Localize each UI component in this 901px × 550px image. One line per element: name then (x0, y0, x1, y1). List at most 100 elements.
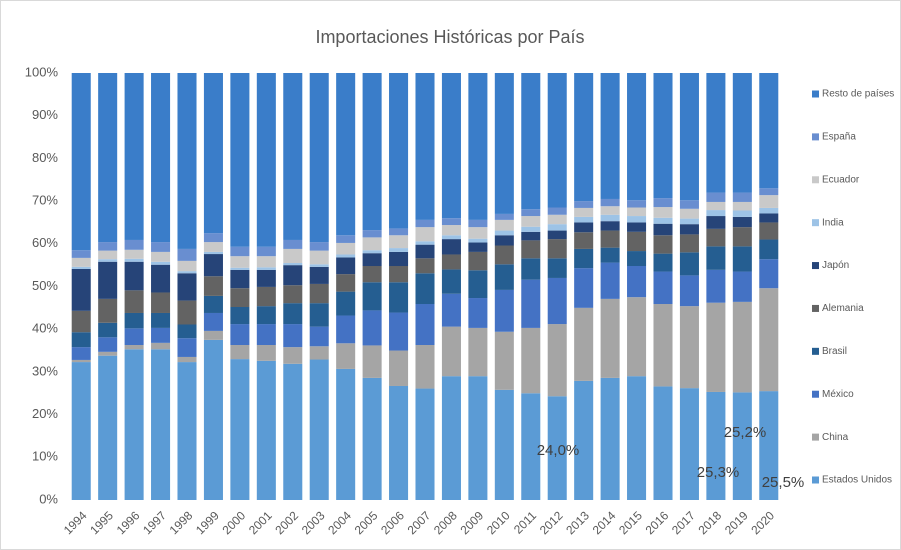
bar-segment (415, 241, 435, 245)
bar-segment (494, 73, 514, 214)
bar-segment (468, 242, 488, 252)
legend-label: Brasil (822, 346, 847, 357)
bar-segment (151, 312, 171, 328)
bar-segment (759, 239, 779, 260)
bar-segment (230, 267, 250, 270)
y-tick-label: 40% (32, 321, 58, 336)
bar-segment (574, 222, 594, 233)
bar-segment (151, 73, 171, 243)
bar-segment (600, 198, 620, 207)
bar-segment (547, 224, 567, 231)
bar-segment (468, 376, 488, 500)
bar-segment (627, 216, 647, 223)
bar-segment (706, 192, 726, 202)
bar-segment (336, 254, 356, 258)
bar-segment (71, 250, 91, 258)
bar-segment (732, 216, 752, 228)
bar-segment (759, 259, 779, 289)
bar-segment (600, 298, 620, 378)
bar-segment (732, 271, 752, 302)
bar-segment (309, 264, 329, 267)
bar-segment (521, 231, 541, 241)
bar-segment (653, 198, 673, 208)
bar-segment (362, 230, 382, 238)
bar-segment (653, 253, 673, 272)
bar-segment (679, 73, 699, 201)
bar-segment (230, 288, 250, 307)
bar-segment (389, 251, 409, 267)
y-tick-label: 90% (32, 107, 58, 122)
bar-segment (283, 303, 303, 325)
legend-swatch (812, 90, 819, 98)
bar-segment (547, 214, 567, 225)
bar-segment (732, 301, 752, 393)
bar-segment (124, 261, 144, 291)
bar-segment (415, 73, 435, 220)
bar-segment (283, 248, 303, 264)
y-tick-label: 60% (32, 235, 58, 250)
legend-swatch (812, 176, 819, 184)
bar-segment (759, 288, 779, 392)
bar-segment (283, 73, 303, 240)
bar-segment (679, 388, 699, 500)
bar-segment (203, 73, 223, 234)
legend-swatch (812, 390, 819, 398)
bar-segment (679, 200, 699, 209)
bar-segment (653, 304, 673, 387)
bar-segment (706, 210, 726, 217)
bar-segment (600, 230, 620, 248)
bar-segment (151, 264, 171, 293)
y-tick-label: 80% (32, 150, 58, 165)
bar-segment (98, 355, 118, 500)
bar-segment (389, 235, 409, 249)
bar-segment (574, 232, 594, 249)
bar-segment (547, 277, 567, 325)
bar-segment (732, 246, 752, 272)
bar-segment (759, 207, 779, 214)
bar-segment (177, 338, 197, 357)
bar-segment (283, 239, 303, 249)
bar-segment (177, 248, 197, 261)
bar-segment (124, 239, 144, 250)
bar-segment (494, 245, 514, 265)
bar-segment (494, 235, 514, 246)
bar-segment (151, 327, 171, 343)
bar-segment (336, 291, 356, 316)
bar-segment (283, 347, 303, 364)
bar-segment (151, 251, 171, 262)
bar-segment (309, 266, 329, 284)
bar-segment (203, 233, 223, 243)
bar-segment (494, 264, 514, 290)
bar-segment (71, 310, 91, 333)
bar-segment (600, 221, 620, 231)
bar-segment (759, 222, 779, 240)
bar-segment (679, 306, 699, 389)
bar-segment (547, 324, 567, 397)
bar-segment (441, 269, 461, 294)
bar-segment (230, 344, 250, 360)
bar-segment (679, 224, 699, 235)
bar-segment (336, 242, 356, 255)
bar-segment (389, 73, 409, 229)
bar-segment (468, 73, 488, 220)
bar-segment (574, 307, 594, 381)
bar-segment (600, 206, 620, 215)
bar-segment (283, 285, 303, 304)
bar-segment (441, 326, 461, 377)
bar-segment (71, 266, 91, 269)
bar-segment (124, 344, 144, 350)
bar-segment (574, 248, 594, 269)
bar-segment (547, 207, 567, 215)
bar-segment (653, 217, 673, 224)
legend-label: China (822, 432, 849, 443)
bar-segment (98, 73, 118, 243)
bar-segment (151, 242, 171, 252)
bar-segment (362, 377, 382, 500)
bar-segment (362, 310, 382, 346)
bar-segment (679, 275, 699, 307)
bar-segment (309, 242, 329, 251)
bar-segment (177, 273, 197, 301)
bar-segment (653, 271, 673, 305)
annotation: 24,0% (537, 442, 580, 459)
